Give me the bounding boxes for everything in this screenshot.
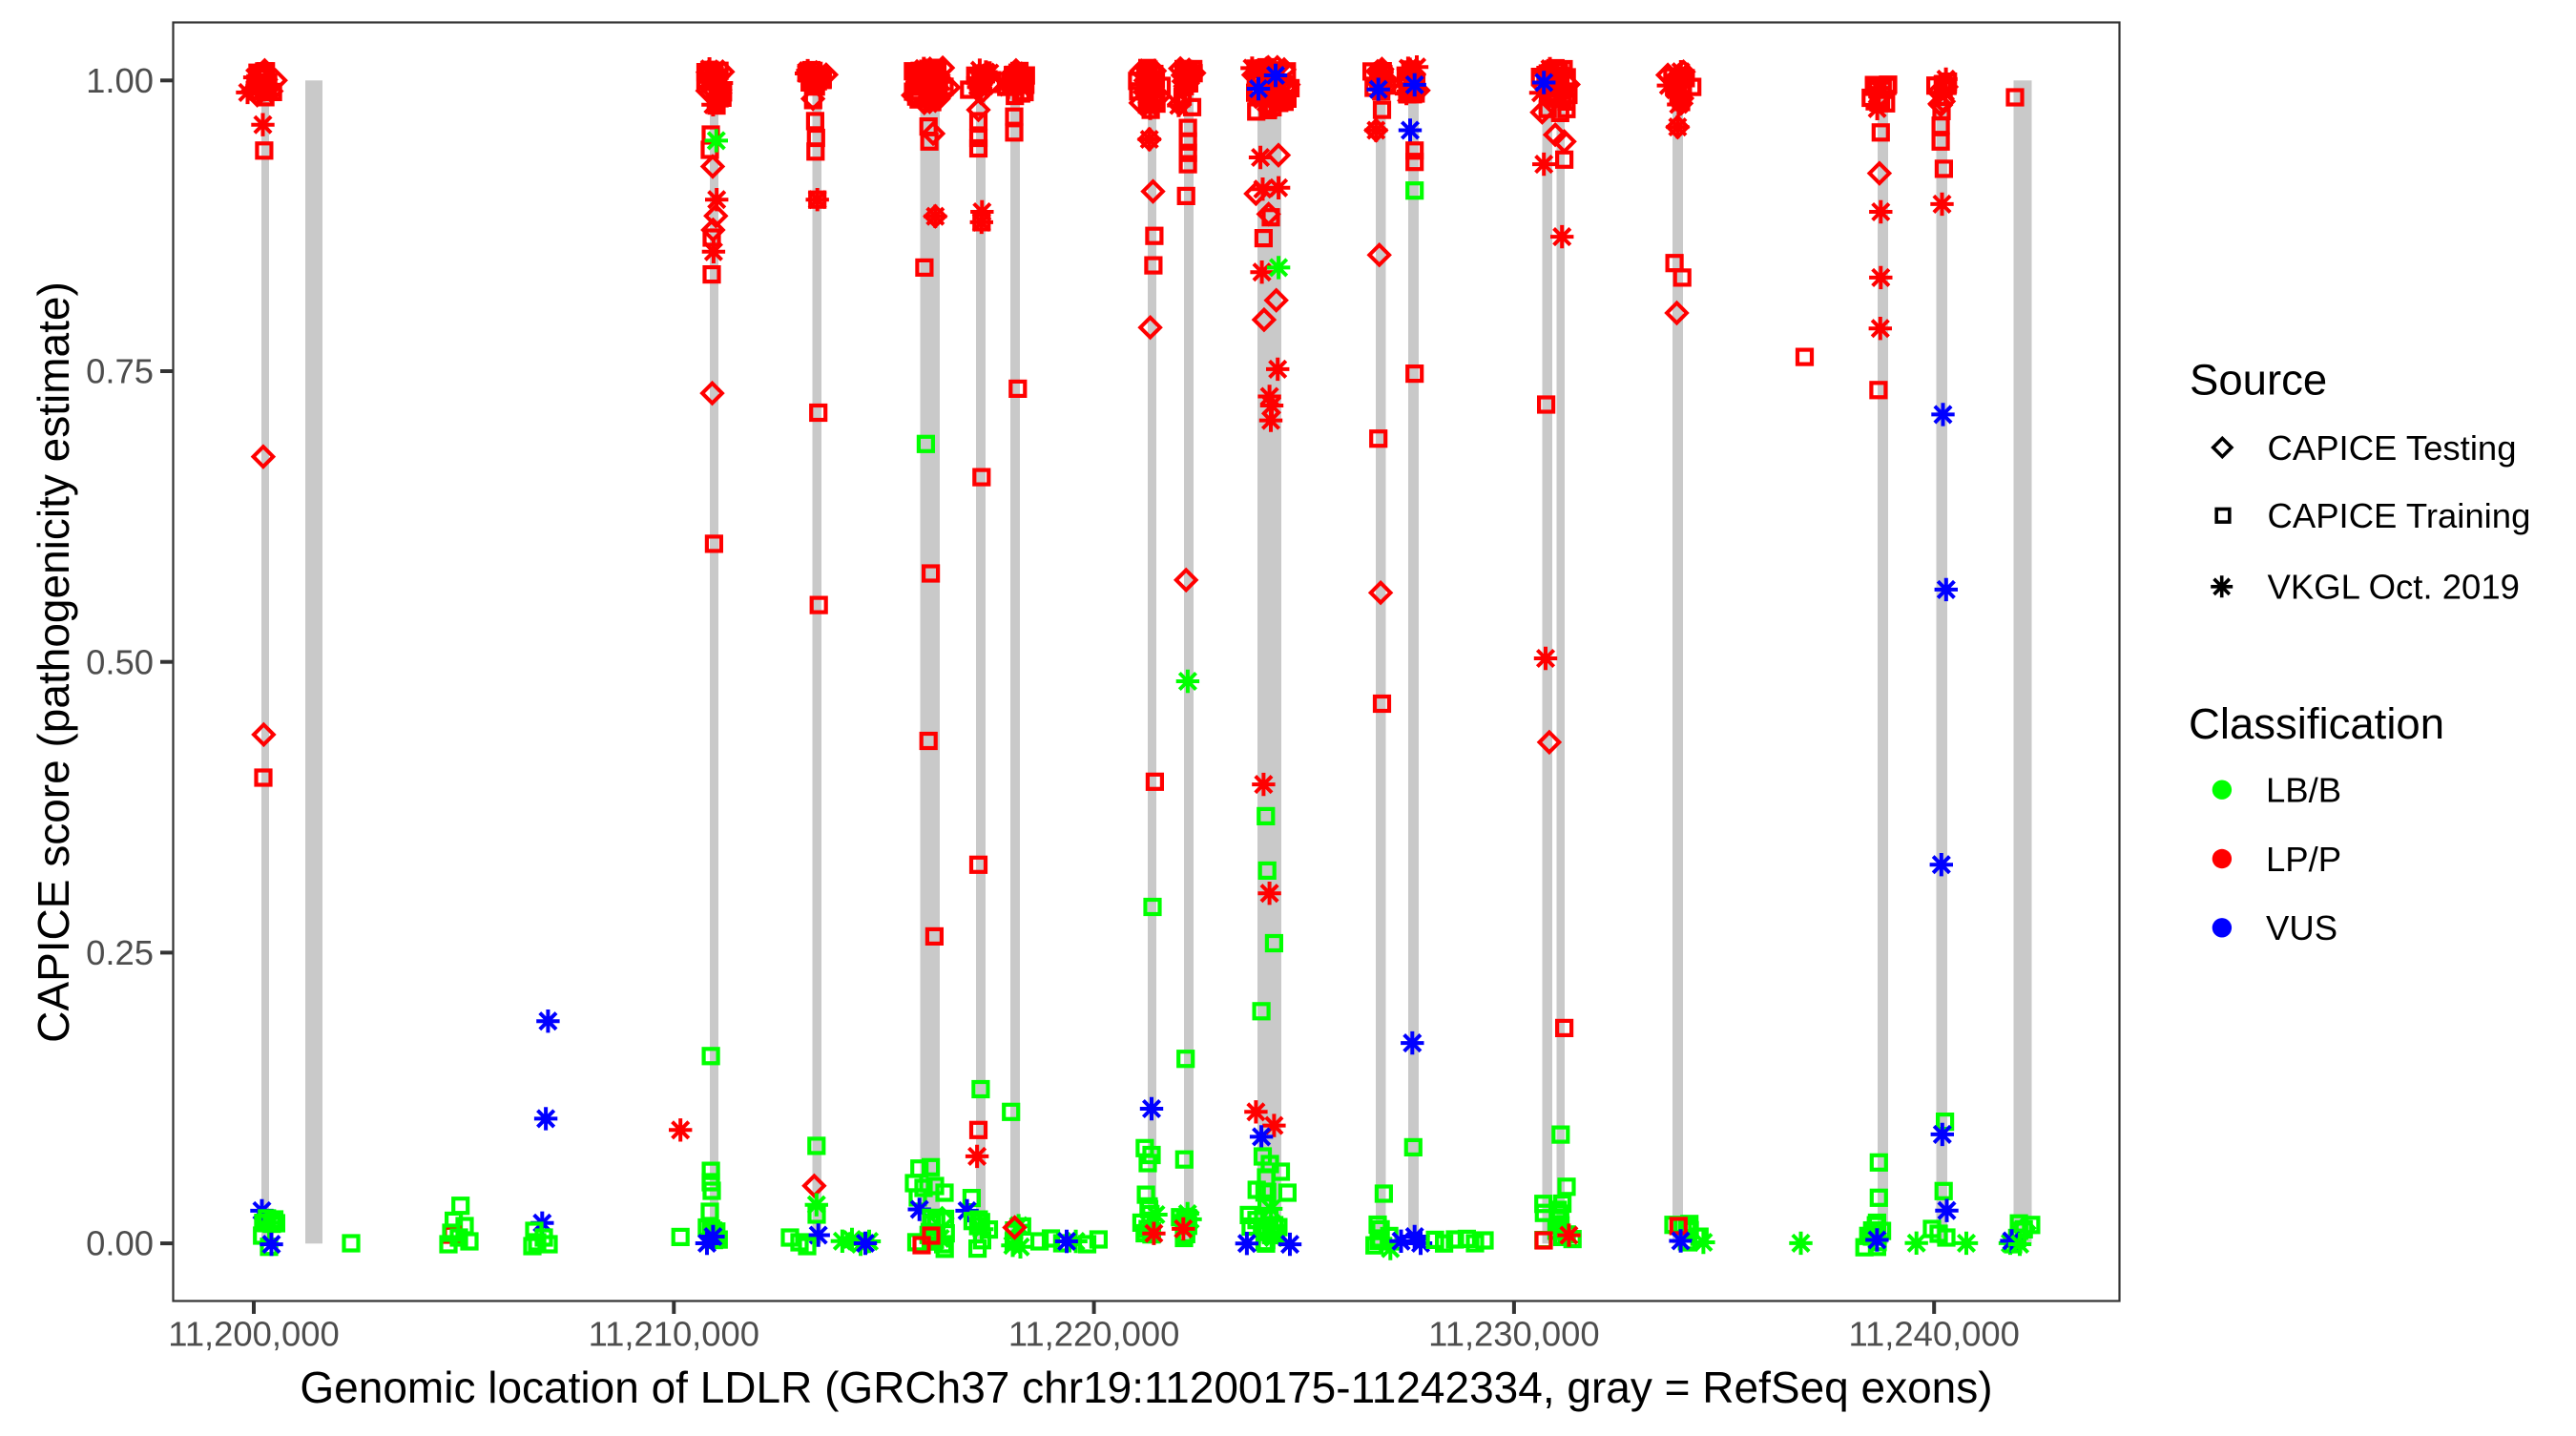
svg-text:Genomic location of LDLR (GRCh: Genomic location of LDLR (GRCh37 chr19:1… [300, 1363, 1992, 1412]
svg-text:0.50: 0.50 [86, 642, 154, 681]
svg-text:VUS: VUS [2266, 908, 2337, 947]
svg-text:CAPICE score (pathogenicity es: CAPICE score (pathogenicity estimate) [29, 281, 78, 1043]
svg-text:0.75: 0.75 [86, 352, 154, 391]
svg-text:0.25: 0.25 [86, 933, 154, 972]
svg-text:VKGL Oct. 2019: VKGL Oct. 2019 [2268, 568, 2520, 607]
svg-text:LB/B: LB/B [2266, 771, 2341, 810]
svg-text:CAPICE Training: CAPICE Training [2268, 496, 2531, 535]
svg-text:0.00: 0.00 [86, 1224, 154, 1263]
svg-text:11,200,000: 11,200,000 [168, 1315, 339, 1354]
svg-text:Source: Source [2190, 356, 2327, 405]
svg-text:11,230,000: 11,230,000 [1428, 1315, 1599, 1354]
svg-text:Classification: Classification [2189, 699, 2444, 748]
svg-text:11,210,000: 11,210,000 [589, 1315, 759, 1354]
svg-text:LP/P: LP/P [2266, 840, 2341, 879]
svg-text:1.00: 1.00 [86, 61, 154, 100]
svg-text:11,240,000: 11,240,000 [1848, 1315, 2019, 1354]
svg-text:CAPICE Testing: CAPICE Testing [2268, 428, 2517, 468]
svg-text:11,220,000: 11,220,000 [1008, 1315, 1179, 1354]
